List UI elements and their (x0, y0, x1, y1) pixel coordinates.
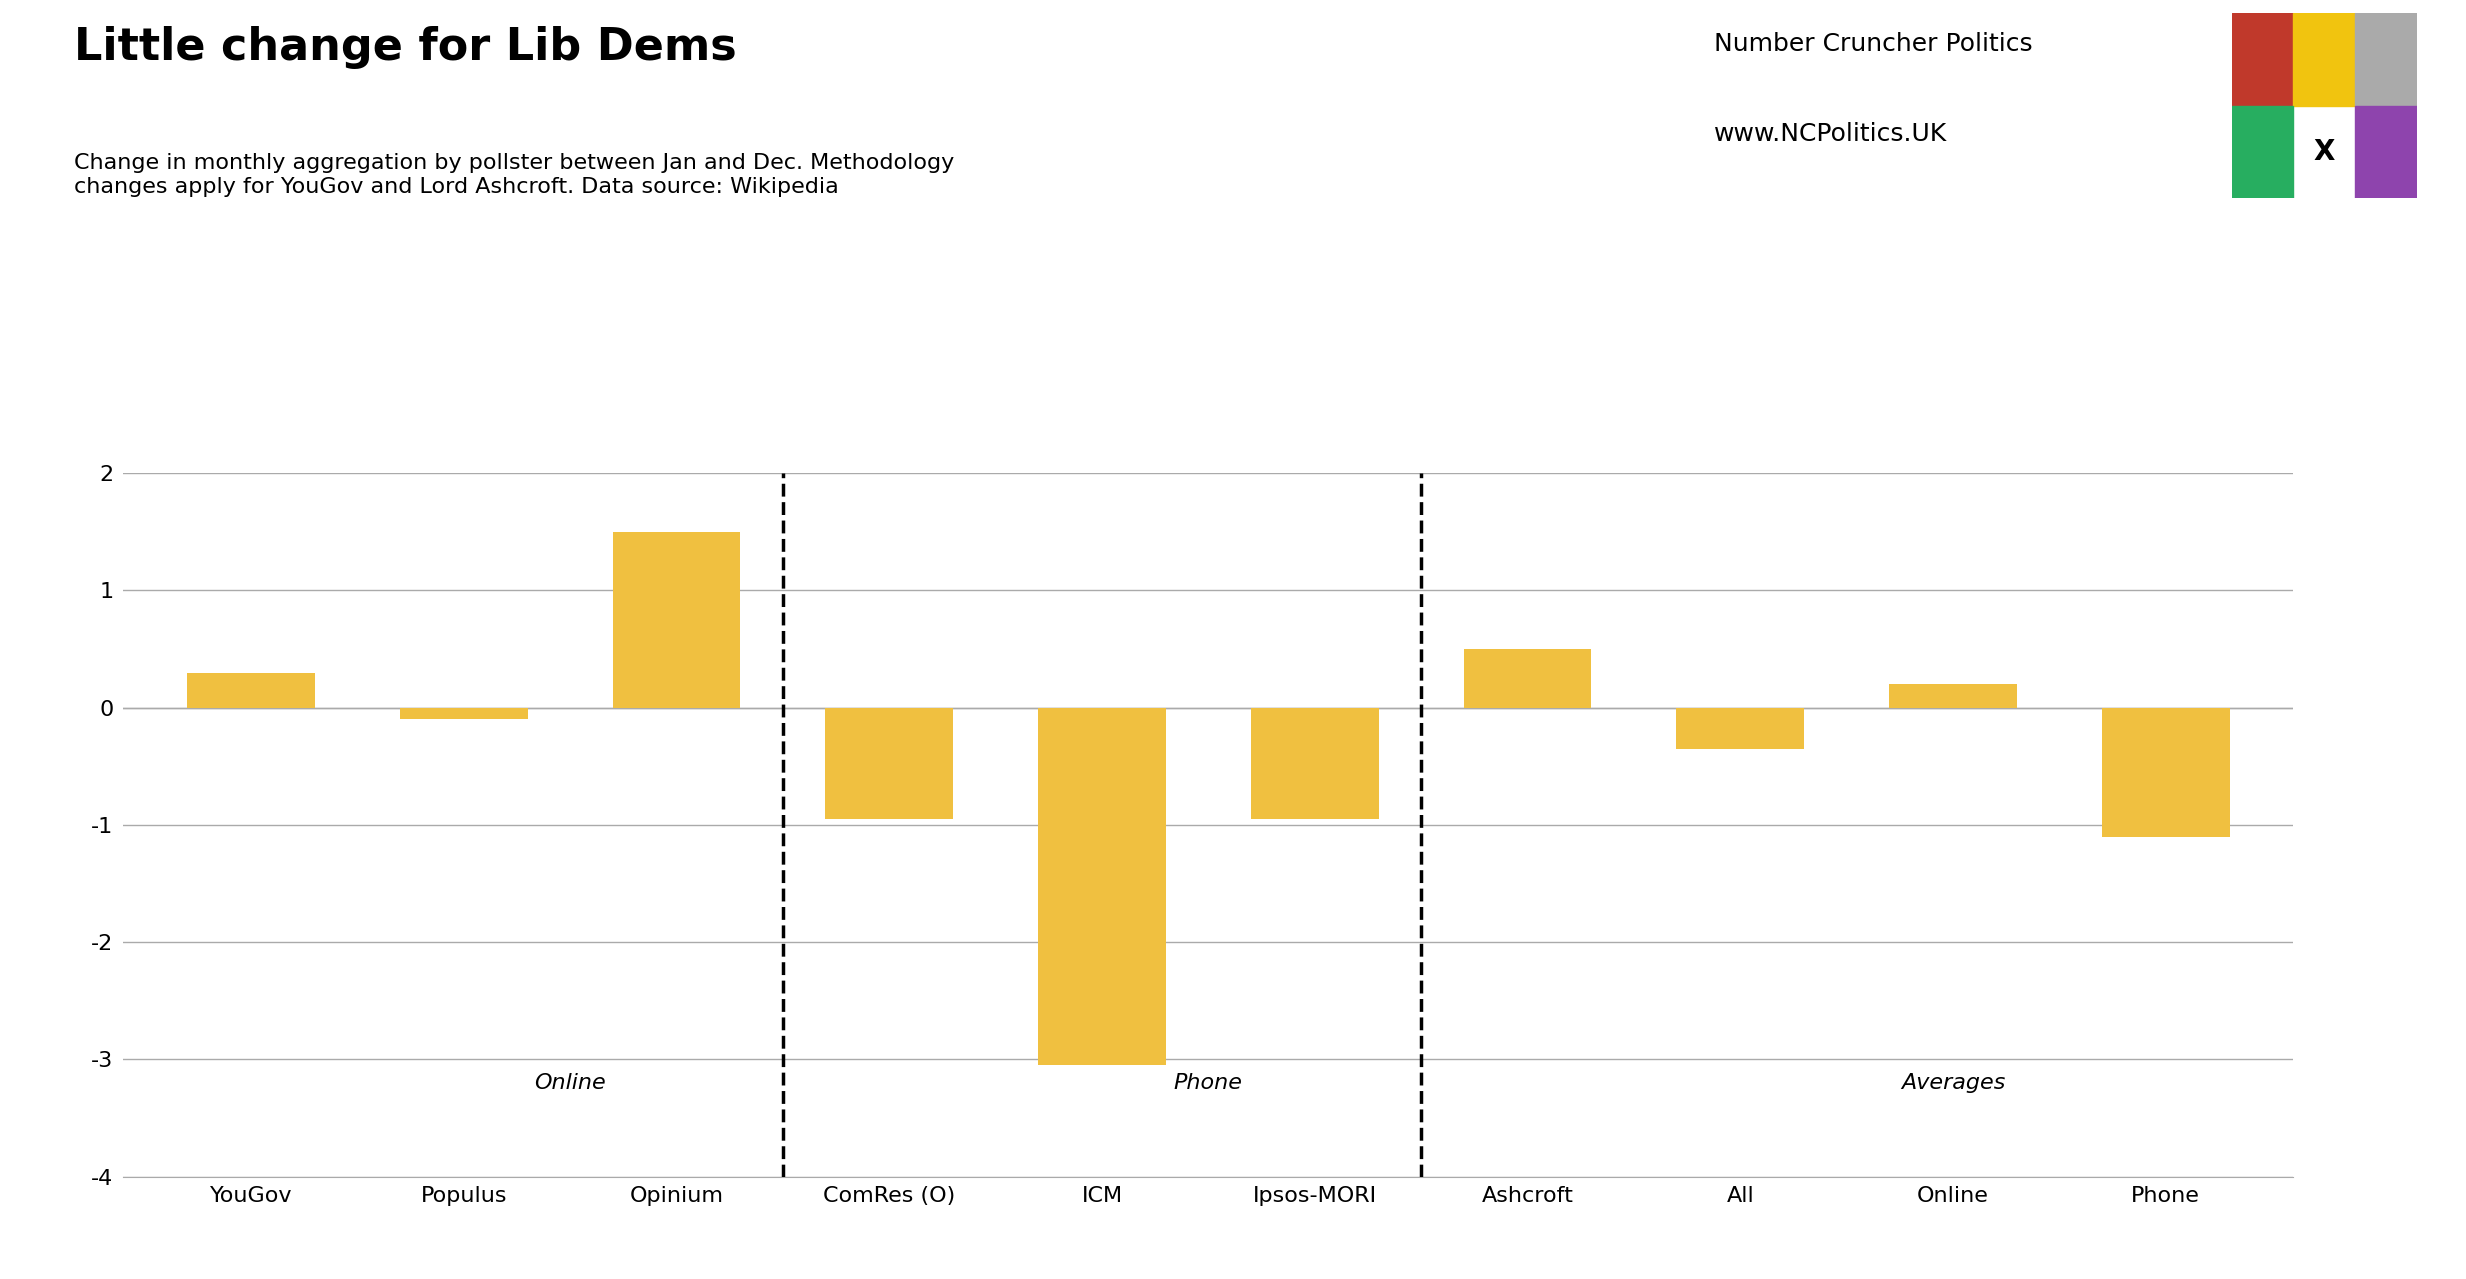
Bar (1889, 684, 2017, 707)
Text: Phone: Phone (1174, 1073, 1243, 1092)
Bar (2232, 13, 2293, 105)
Text: www.NCPolitics.UK: www.NCPolitics.UK (1714, 122, 1948, 146)
Bar (187, 673, 316, 707)
Bar (2355, 105, 2417, 198)
Text: Averages: Averages (1901, 1073, 2005, 1092)
Text: Change in monthly aggregation by pollster between Jan and Dec. Methodology
chang: Change in monthly aggregation by pollste… (74, 153, 954, 197)
Bar (2293, 13, 2355, 105)
Bar (826, 707, 952, 819)
Bar (2355, 13, 2417, 105)
Bar (1465, 650, 1591, 707)
Text: X: X (2313, 138, 2335, 166)
Text: Online: Online (535, 1073, 607, 1092)
Bar (399, 707, 528, 719)
Text: Number Cruncher Politics: Number Cruncher Politics (1714, 32, 2032, 56)
Bar (612, 532, 740, 707)
Bar (1038, 707, 1166, 1065)
Bar (1677, 707, 1805, 748)
Bar (2232, 105, 2293, 198)
Bar (2101, 707, 2229, 836)
Bar (1250, 707, 1378, 819)
Text: Little change for Lib Dems: Little change for Lib Dems (74, 26, 737, 69)
